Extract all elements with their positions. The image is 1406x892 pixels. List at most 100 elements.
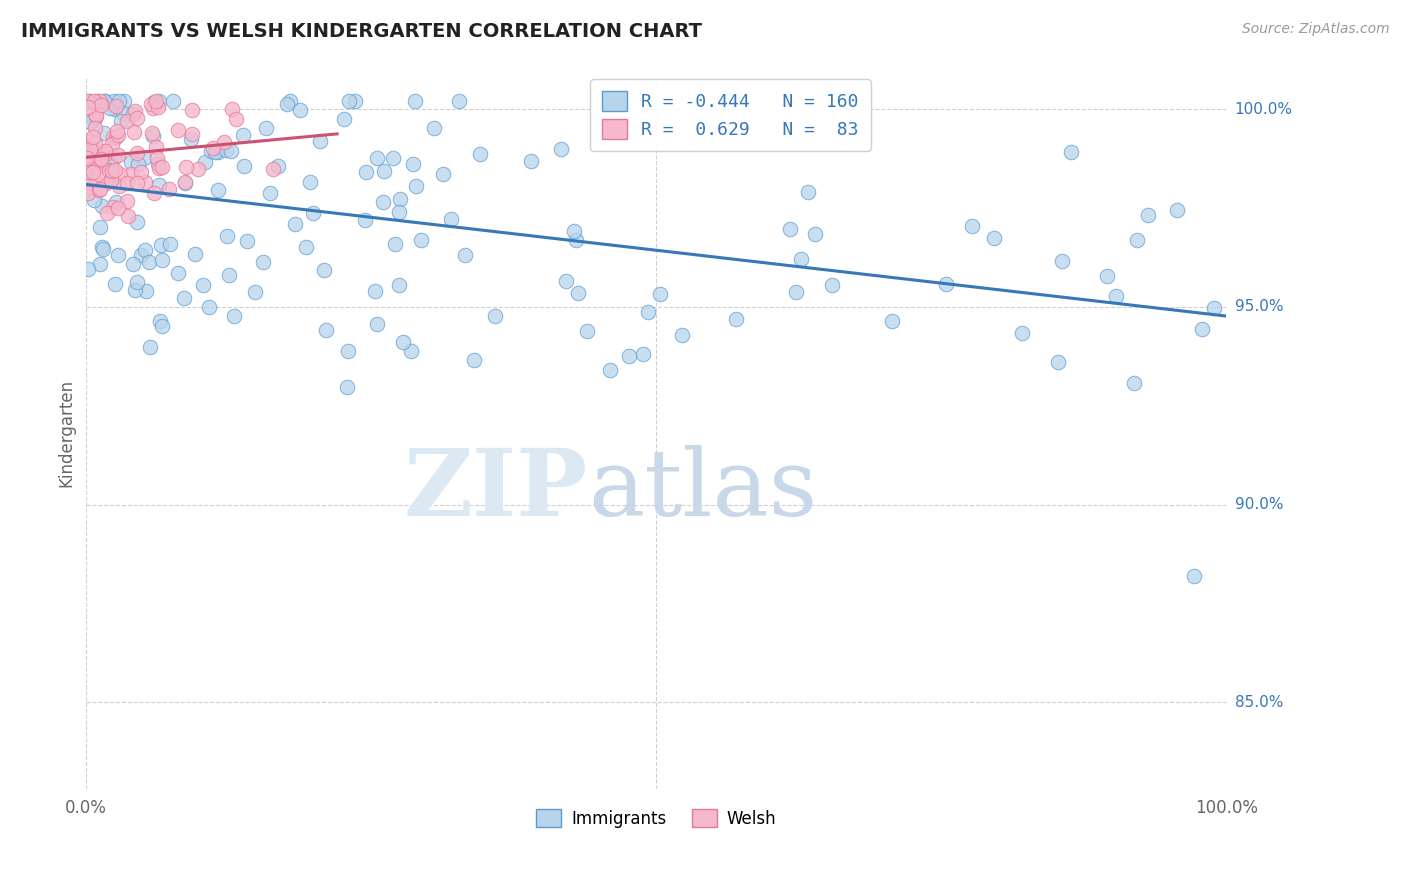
Point: [409, 233, 432, 247]
Point: [117, 210, 139, 224]
Point: [120, 167, 142, 181]
Point: [87, 183, 110, 197]
Point: [135, 284, 157, 298]
Point: [1095, 268, 1118, 283]
Point: [463, 352, 485, 367]
Text: IMMIGRANTS VS WELSH KINDERGARTEN CORRELATION CHART: IMMIGRANTS VS WELSH KINDERGARTEN CORRELA…: [21, 22, 702, 41]
Point: [631, 347, 654, 361]
Point: [121, 107, 143, 121]
Point: [115, 113, 138, 128]
Point: [100, 173, 122, 187]
Point: [671, 328, 693, 343]
Point: [470, 146, 492, 161]
Point: [98, 101, 121, 115]
Point: [215, 143, 238, 157]
Point: [82, 129, 104, 144]
Point: [129, 164, 152, 178]
Point: [77, 186, 100, 200]
Point: [150, 319, 173, 334]
Point: [82, 165, 104, 179]
Point: [148, 94, 170, 108]
Point: [103, 150, 125, 164]
Point: [294, 240, 316, 254]
Point: [1202, 301, 1225, 315]
Point: [388, 192, 411, 206]
Point: [138, 255, 160, 269]
Point: [364, 285, 387, 299]
Point: [94, 94, 117, 108]
Point: [84, 136, 107, 150]
Point: [173, 175, 195, 189]
Point: [278, 94, 301, 108]
Point: [127, 215, 149, 229]
Point: [100, 164, 122, 178]
Point: [797, 185, 820, 199]
Point: [373, 195, 395, 210]
Point: [96, 206, 118, 220]
Point: [112, 94, 135, 108]
Point: [107, 248, 129, 262]
Point: [1166, 202, 1188, 217]
Point: [221, 102, 243, 116]
Text: 100.0%: 100.0%: [1234, 102, 1292, 117]
Point: [76, 94, 98, 108]
Point: [648, 287, 671, 301]
Point: [391, 335, 413, 350]
Point: [93, 94, 115, 108]
Point: [142, 129, 165, 144]
Point: [110, 114, 132, 128]
Point: [983, 231, 1005, 245]
Point: [725, 311, 748, 326]
Point: [79, 165, 101, 179]
Point: [162, 94, 184, 108]
Point: [565, 233, 588, 247]
Point: [166, 123, 188, 137]
Point: [575, 324, 598, 338]
Point: [91, 243, 114, 257]
Point: [180, 132, 202, 146]
Point: [373, 163, 395, 178]
Point: [125, 176, 148, 190]
Point: [145, 94, 167, 108]
Point: [77, 164, 100, 178]
Point: [388, 277, 411, 292]
Point: [79, 149, 101, 163]
Point: [84, 121, 107, 136]
Point: [83, 95, 105, 109]
Point: [111, 106, 134, 120]
Text: 95.0%: 95.0%: [1234, 300, 1284, 314]
Point: [149, 314, 172, 328]
Point: [150, 160, 173, 174]
Y-axis label: Kindergarten: Kindergarten: [58, 379, 75, 487]
Point: [139, 96, 162, 111]
Point: [447, 94, 470, 108]
Point: [405, 179, 427, 194]
Point: [89, 257, 111, 271]
Point: [962, 219, 984, 233]
Point: [336, 380, 359, 394]
Point: [150, 252, 173, 267]
Point: [180, 103, 202, 118]
Point: [315, 323, 337, 337]
Point: [143, 95, 166, 110]
Point: [276, 97, 298, 112]
Point: [107, 124, 129, 138]
Point: [89, 220, 111, 235]
Point: [174, 160, 197, 174]
Point: [232, 128, 254, 142]
Point: [91, 239, 114, 253]
Point: [87, 154, 110, 169]
Point: [191, 278, 214, 293]
Point: [1136, 208, 1159, 222]
Point: [617, 349, 640, 363]
Point: [439, 211, 461, 226]
Point: [94, 144, 117, 158]
Point: [101, 137, 124, 152]
Text: Source: ZipAtlas.com: Source: ZipAtlas.com: [1241, 22, 1389, 37]
Point: [337, 94, 360, 108]
Point: [218, 268, 240, 282]
Point: [104, 99, 127, 113]
Point: [83, 194, 105, 208]
Point: [603, 97, 626, 112]
Point: [103, 94, 125, 108]
